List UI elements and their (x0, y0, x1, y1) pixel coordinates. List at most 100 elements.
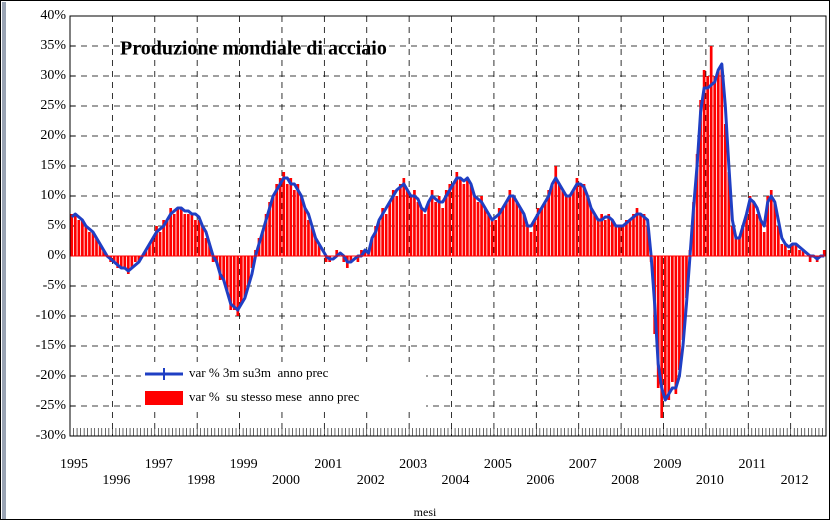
bar (134, 256, 137, 262)
bar (473, 196, 476, 256)
x-tick-label: 1995 (60, 457, 88, 472)
x-tick-label: 1999 (230, 457, 258, 472)
x-tick-label: 2009 (653, 457, 681, 472)
x-tick-label: 1998 (187, 473, 215, 488)
bar (81, 220, 84, 256)
bar (310, 226, 314, 256)
bar (73, 214, 77, 256)
bar (519, 208, 522, 256)
x-tick-label: 1997 (145, 457, 173, 472)
bar (565, 196, 568, 256)
bar (699, 100, 702, 256)
bar (183, 214, 187, 256)
bar (497, 208, 501, 256)
bar (550, 184, 554, 256)
bar (515, 202, 519, 256)
bar (123, 256, 127, 268)
bar (614, 226, 618, 256)
bar (423, 214, 427, 256)
bar (314, 238, 317, 256)
bar (554, 166, 558, 256)
bar (261, 232, 264, 256)
bar (236, 256, 240, 316)
bar (430, 190, 434, 256)
bar (268, 202, 271, 256)
bar (406, 190, 409, 256)
bar (409, 196, 413, 256)
bar (674, 256, 678, 394)
bar (218, 256, 222, 280)
bar (271, 196, 275, 256)
bar (656, 256, 660, 388)
y-tick-label: -25% (36, 398, 67, 413)
bar (745, 214, 748, 256)
legend: var % 3m su3m anno prec var % su stesso m… (141, 362, 426, 410)
bar (582, 184, 586, 256)
bar (342, 256, 346, 262)
bar (398, 184, 402, 256)
bar (660, 256, 664, 418)
bar (98, 244, 102, 256)
bar (151, 238, 155, 256)
bar (402, 178, 406, 256)
x-tick-label: 2008 (611, 473, 639, 488)
x-tick-label: 1996 (102, 473, 130, 488)
bar (529, 232, 533, 256)
bar (607, 214, 611, 256)
bar (176, 208, 180, 256)
bar (752, 202, 755, 256)
bar (441, 208, 445, 256)
y-tick-label: 20% (40, 128, 66, 143)
plot-border (69, 15, 827, 437)
y-tick-label: -30% (36, 428, 67, 443)
bar (487, 214, 490, 256)
bar (561, 190, 565, 256)
x-tick-label: 2004 (442, 473, 470, 488)
bar (776, 226, 780, 256)
bar (296, 184, 300, 256)
bar (617, 226, 621, 256)
bar (285, 184, 289, 256)
bar (462, 184, 466, 256)
line (70, 62, 825, 402)
bar (575, 178, 579, 256)
bar (543, 202, 547, 256)
bar (427, 202, 430, 256)
bar (190, 214, 194, 256)
bar (572, 190, 575, 256)
bar (780, 244, 784, 256)
bar (822, 250, 826, 256)
bar (639, 214, 642, 256)
bar (466, 178, 469, 256)
bar (557, 184, 561, 256)
bar (77, 220, 81, 256)
y-tick-label: -20% (36, 368, 67, 383)
bar (222, 256, 226, 280)
bar (501, 208, 505, 256)
bar (526, 226, 529, 256)
bar (172, 214, 176, 256)
bar (755, 214, 759, 256)
bar (119, 256, 123, 268)
bar (593, 214, 596, 256)
bar (663, 256, 667, 400)
bar (434, 202, 437, 256)
legend-label: var % 3m su3m anno prec (189, 365, 329, 380)
y-tick-label: 0% (47, 248, 66, 263)
y-tick-label: 15% (40, 158, 66, 173)
frame-edge (2, 2, 6, 519)
x-tick-label: 2003 (399, 457, 427, 472)
bar (232, 256, 236, 310)
bar (413, 190, 416, 256)
bar (360, 250, 363, 256)
bar (239, 256, 243, 304)
bar (628, 220, 632, 256)
x-tick-label: 2007 (569, 457, 597, 472)
bar (540, 208, 543, 256)
x-tick-label: 2012 (781, 473, 809, 488)
legend-label: var % su stesso mese anno prec (189, 389, 360, 404)
bar (685, 256, 688, 298)
bar (187, 214, 190, 256)
bar (208, 244, 211, 256)
